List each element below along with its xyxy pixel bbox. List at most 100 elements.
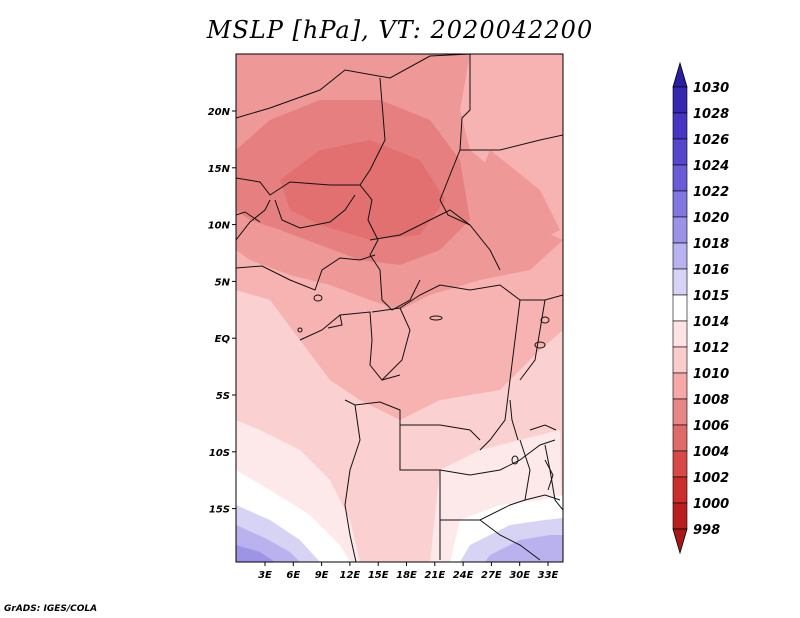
lat-tick-label: 10S	[209, 448, 230, 459]
colorbar-label: 1002	[693, 471, 729, 486]
colorbar-label: 1030	[693, 81, 729, 96]
colorbar-label: 1016	[693, 263, 729, 278]
credit-text: GrADS: IGES/COLA	[4, 604, 98, 614]
lon-tick-label: 27E	[481, 570, 502, 581]
colorbar-segment	[672, 86, 688, 114]
latitude-axis: 20N 15N 10N 5N EQ 5S 10S 15S	[208, 107, 236, 516]
colorbar-label: 1024	[693, 159, 729, 174]
country-borders	[236, 54, 563, 562]
colorbar-label: 1026	[693, 133, 729, 148]
colorbar-label: 1010	[693, 367, 729, 382]
lon-tick-label: 21E	[424, 570, 445, 581]
map-frame	[235, 53, 564, 563]
colorbar-segment	[672, 372, 688, 400]
country-border	[479, 519, 541, 561]
colorbar-segment	[672, 190, 688, 218]
colorbar-label: 1020	[693, 211, 729, 226]
colorbar-segment	[672, 294, 688, 322]
country-border	[479, 299, 521, 451]
colorbar-top-arrow	[672, 61, 688, 88]
lon-tick-label: 3E	[258, 570, 272, 581]
colorbar-label: 1012	[693, 341, 729, 356]
island-outline	[511, 455, 519, 465]
colorbar-segment	[672, 476, 688, 504]
lon-tick-label: 9E	[315, 570, 329, 581]
colorbar-segment	[672, 216, 688, 244]
country-border	[381, 307, 411, 381]
country-border	[439, 199, 471, 226]
country-border	[544, 444, 563, 511]
country-border	[344, 399, 481, 441]
colorbar-bottom-arrow	[672, 528, 688, 555]
colorbar-label: 1006	[693, 419, 729, 434]
country-border	[236, 254, 376, 291]
lon-tick-label: 33E	[538, 570, 559, 581]
colorbar-segment	[672, 242, 688, 270]
pressure-region	[236, 545, 275, 562]
colorbar-segment	[672, 268, 688, 296]
longitude-axis: 3E 6E 9E 12E 15E 18E 21E 24E 27E 30E 33E	[258, 562, 559, 581]
map-title: MSLP [hPa], VT: 2020042200	[206, 16, 594, 44]
colorbar-segment	[672, 138, 688, 166]
country-border	[519, 299, 546, 381]
island-outline	[429, 315, 443, 321]
country-border	[399, 425, 441, 560]
country-border	[519, 439, 531, 501]
country-border	[236, 55, 431, 119]
colorbar-segment	[672, 112, 688, 140]
colorbar-segment	[672, 424, 688, 452]
country-border	[327, 314, 343, 329]
lon-tick-label: 12E	[340, 570, 361, 581]
colorbar-segment	[672, 346, 688, 374]
island-outline	[534, 341, 546, 349]
colorbar-label: 1018	[693, 237, 729, 252]
lat-tick-label: 20N	[208, 107, 231, 118]
country-border	[369, 209, 501, 271]
country-border	[236, 211, 261, 223]
country-border	[369, 239, 421, 311]
country-border	[429, 54, 471, 201]
colorbar-label: 1014	[693, 315, 729, 330]
lon-tick-label: 24E	[453, 570, 474, 581]
lat-tick-label: 15N	[208, 164, 231, 175]
colorbar-segment	[672, 450, 688, 478]
island-outline	[540, 316, 550, 324]
pressure-region	[280, 140, 445, 240]
country-border	[274, 194, 356, 229]
lat-tick-label: 5S	[216, 391, 230, 402]
colorbar-label: 1000	[693, 497, 729, 512]
lon-tick-label: 6E	[286, 570, 300, 581]
country-border	[344, 404, 361, 562]
pressure-region	[470, 150, 560, 240]
lat-tick-label: 10N	[208, 221, 231, 232]
lon-tick-label: 18E	[396, 570, 417, 581]
country-border	[299, 311, 401, 381]
country-border	[544, 459, 554, 491]
colorbar-label: 1022	[693, 185, 729, 200]
lon-tick-label: 30E	[509, 570, 530, 581]
island-outline	[297, 327, 303, 333]
country-border	[236, 199, 271, 241]
colorbar: 1030 1028 1026 1024 1022 1020 1018 1016 1015 1014…	[672, 61, 729, 555]
country-border	[236, 177, 379, 241]
country-border	[371, 284, 563, 313]
colorbar-label: 1028	[693, 107, 729, 122]
colorbar-segment	[672, 502, 688, 530]
country-border	[529, 424, 557, 431]
colorbar-label: 1015	[693, 289, 729, 304]
country-border	[509, 399, 519, 441]
country-border	[440, 499, 526, 521]
lon-tick-label: 15E	[368, 570, 389, 581]
colorbar-label: 998	[693, 523, 720, 538]
country-border	[359, 77, 386, 186]
country-border	[460, 134, 563, 151]
colorbar-segment	[672, 320, 688, 348]
lat-tick-label: 15S	[209, 505, 230, 516]
colorbar-segment	[672, 164, 688, 192]
island-outline	[313, 294, 323, 302]
country-border	[439, 439, 556, 476]
colorbar-label: 1004	[693, 445, 729, 460]
colorbar-segment	[672, 398, 688, 426]
lat-tick-label: EQ	[215, 334, 231, 345]
